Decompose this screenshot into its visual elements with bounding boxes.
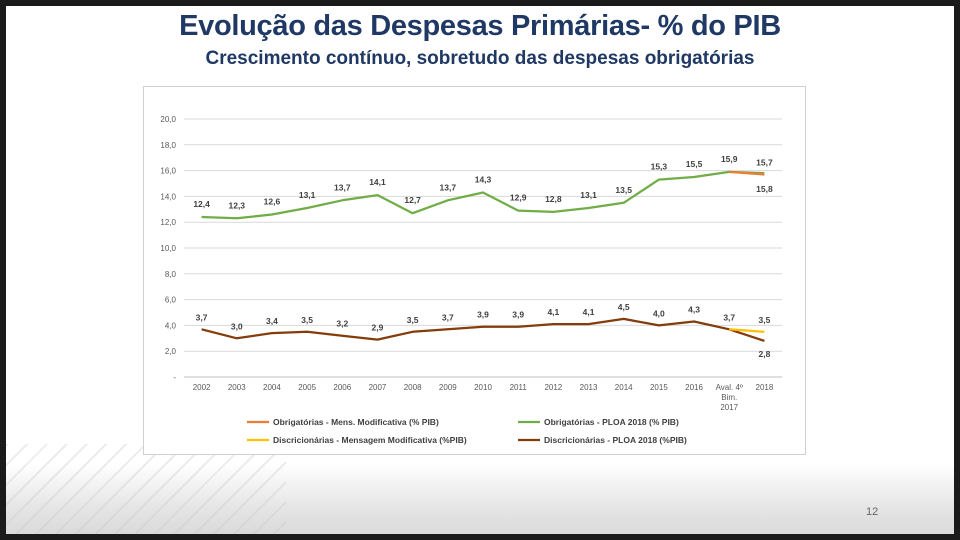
data-label: 3,5 xyxy=(758,315,770,325)
data-label: 13,7 xyxy=(334,182,351,192)
x-tick-label: 2010 xyxy=(474,383,492,392)
y-tick-label: - xyxy=(173,373,176,382)
y-tick-label: 16,0 xyxy=(160,167,176,176)
data-label: 4,1 xyxy=(547,307,559,317)
x-tick-label: 2016 xyxy=(685,383,703,392)
x-tick-label: 2002 xyxy=(193,383,211,392)
data-label: 3,2 xyxy=(336,319,348,329)
x-tick-label: 2017 xyxy=(720,403,738,412)
data-label: 15,8 xyxy=(756,184,773,194)
x-tick-label: 2003 xyxy=(228,383,246,392)
y-tick-label: 10,0 xyxy=(160,244,176,253)
data-label: 3,9 xyxy=(512,310,524,320)
y-tick-label: 2,0 xyxy=(165,347,177,356)
data-label: 2,8 xyxy=(758,349,770,359)
data-label: 3,7 xyxy=(723,312,735,322)
x-tick-label: 2014 xyxy=(615,383,633,392)
x-tick-label: 2005 xyxy=(298,383,316,392)
data-label: 3,7 xyxy=(196,312,208,322)
legend-label: Discricionárias - Mensagem Modificativa … xyxy=(273,435,467,445)
data-label: 12,3 xyxy=(228,200,245,210)
series-line xyxy=(201,317,765,342)
series-line xyxy=(201,170,765,220)
x-tick-label: 2008 xyxy=(404,383,422,392)
x-tick-label: 2012 xyxy=(544,383,562,392)
data-label: 3,7 xyxy=(442,312,454,322)
data-label: 15,3 xyxy=(651,162,668,172)
data-label: 4,1 xyxy=(583,307,595,317)
x-tick-label: 2009 xyxy=(439,383,457,392)
data-label: 14,1 xyxy=(369,177,386,187)
data-label: 12,8 xyxy=(545,194,562,204)
data-label: 3,4 xyxy=(266,316,278,326)
data-label: 14,3 xyxy=(475,175,492,185)
x-tick-label: 2011 xyxy=(510,383,528,392)
data-label: 2,9 xyxy=(372,323,384,333)
x-tick-label: 2007 xyxy=(369,383,387,392)
data-label: 4,3 xyxy=(688,305,700,315)
data-label: 15,7 xyxy=(756,157,773,167)
background-pattern xyxy=(6,444,286,534)
y-tick-label: 6,0 xyxy=(165,296,177,305)
page-number: 12 xyxy=(866,506,879,518)
data-label: 3,9 xyxy=(477,310,489,320)
y-tick-label: 18,0 xyxy=(160,141,176,150)
data-label: 4,0 xyxy=(653,308,665,318)
x-tick-label: 2004 xyxy=(263,383,281,392)
data-label: 3,5 xyxy=(407,315,419,325)
x-tick-label: 2018 xyxy=(756,383,774,392)
slide-subtitle: Crescimento contínuo, sobretudo das desp… xyxy=(205,48,755,69)
line-chart: - 2,0 4,0 6,0 8,0 10,0 12,0 14,0 16,0 18,0 20,0 200… xyxy=(160,115,782,445)
legend-label: Discricionárias - PLOA 2018 (%PIB) xyxy=(544,435,687,445)
slide-title: Evolução das Despesas Primárias- % do PI… xyxy=(179,10,781,42)
chart-frame: - 2,0 4,0 6,0 8,0 10,0 12,0 14,0 16,0 18,0 20,0 200… xyxy=(143,86,806,455)
y-tick-label: 4,0 xyxy=(165,321,177,330)
data-label: 15,9 xyxy=(721,154,738,164)
data-label: 4,5 xyxy=(618,302,630,312)
x-tick-label: 2013 xyxy=(580,383,598,392)
x-tick-label: 2015 xyxy=(650,383,668,392)
data-label: 13,7 xyxy=(440,182,457,192)
legend-label: Obrigatórias - Mens. Modificativa (% PIB… xyxy=(273,417,439,427)
legend-label: Obrigatórias - PLOA 2018 (% PIB) xyxy=(544,417,679,427)
data-label: 12,6 xyxy=(264,196,281,206)
data-label: 12,9 xyxy=(510,193,527,203)
y-tick-label: 14,0 xyxy=(160,192,176,201)
data-label: 3,0 xyxy=(231,321,243,331)
x-tick-label: 2006 xyxy=(333,383,351,392)
x-tick-label: Bim. xyxy=(721,393,737,402)
data-label: 13,5 xyxy=(615,185,632,195)
y-tick-label: 8,0 xyxy=(165,270,177,279)
data-label: 3,5 xyxy=(301,315,313,325)
data-label: 13,1 xyxy=(299,190,316,200)
data-label: 15,5 xyxy=(686,159,703,169)
y-tick-label: 12,0 xyxy=(160,218,176,227)
x-tick-label: Aval. 4º xyxy=(716,383,743,392)
background-decoration xyxy=(6,464,954,534)
data-label: 12,4 xyxy=(193,199,210,209)
data-label: 13,1 xyxy=(580,190,597,200)
data-label: 12,7 xyxy=(404,195,421,205)
series-line xyxy=(729,328,765,333)
y-tick-label: 20,0 xyxy=(160,115,176,124)
series-line xyxy=(729,170,765,176)
